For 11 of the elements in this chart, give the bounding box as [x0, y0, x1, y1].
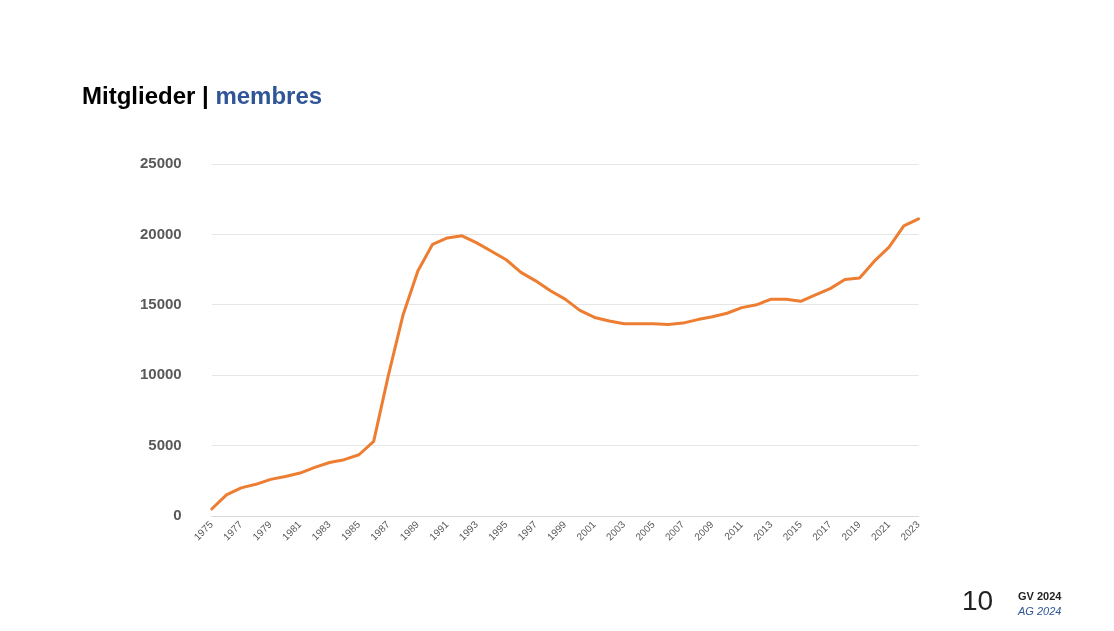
y-tick-label: 25000	[139, 154, 182, 172]
chart-title: Mitglieder |	[82, 82, 209, 109]
text: 10	[962, 585, 994, 617]
y-tick-label: 20000	[139, 224, 182, 242]
chart-subtitle: membres	[215, 82, 323, 109]
y-tick-label: 10000	[139, 365, 182, 383]
y-tick-label: 15000	[139, 294, 182, 312]
y-tick-label: 0	[173, 506, 182, 524]
text: GV 2024	[1018, 590, 1062, 602]
text: AG 2024	[1018, 605, 1062, 617]
y-tick-label: 5000	[148, 435, 182, 453]
